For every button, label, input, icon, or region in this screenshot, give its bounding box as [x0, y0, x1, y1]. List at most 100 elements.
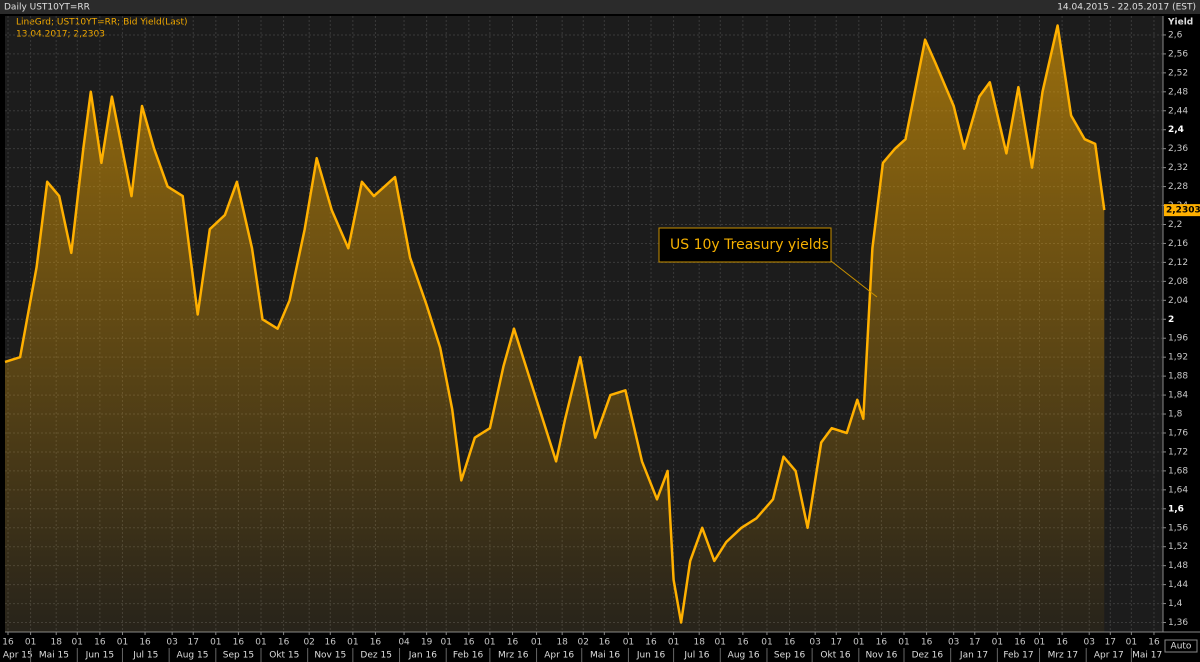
month-label: Apr 16 [544, 651, 574, 661]
y-tick-label: 1,4 [1168, 599, 1183, 609]
x-tick-label: 01 [992, 638, 1003, 648]
month-label: Jan 16 [408, 651, 437, 661]
y-tick-label: 1,88 [1168, 372, 1188, 382]
x-tick-label: 01 [347, 638, 358, 648]
x-tick-label: 01 [440, 638, 451, 648]
x-tick-label: 16 [370, 638, 382, 648]
x-tick-label: 18 [693, 638, 705, 648]
x-tick-label: 17 [831, 638, 842, 648]
x-tick-label: 16 [1014, 638, 1026, 648]
x-tick-label: 16 [1056, 638, 1068, 648]
annotation-box [658, 227, 832, 263]
auto-button-label[interactable]: Auto [1171, 642, 1192, 652]
month-label: Dez 16 [912, 651, 944, 661]
x-tick-label: 03 [166, 638, 177, 648]
month-label: Feb 16 [453, 651, 484, 661]
y-tick-label: 2,16 [1168, 239, 1188, 249]
month-label: Mrz 17 [1048, 651, 1079, 661]
month-label: Nov 16 [865, 651, 897, 661]
month-label: Jul 15 [132, 651, 158, 661]
annotation-leader [830, 260, 878, 298]
x-tick-label: 16 [278, 638, 290, 648]
y-tick-label: 1,8 [1168, 410, 1183, 420]
month-label: Okt 15 [269, 651, 299, 661]
month-label: Mai 17 [1132, 651, 1162, 661]
x-tick-label: 03 [948, 638, 959, 648]
y-tick-label: 1,92 [1168, 353, 1188, 363]
y-tick-label: 2,6 [1168, 30, 1183, 40]
month-label: Feb 17 [1003, 651, 1033, 661]
x-tick-label: 01 [853, 638, 864, 648]
y-tick-label: 1,48 [1168, 561, 1188, 571]
chart-title: Daily UST10YT=RR [4, 3, 90, 13]
x-tick-label: 18 [50, 638, 62, 648]
month-label: Aug 15 [177, 651, 209, 661]
y-tick-label: 2,08 [1168, 277, 1188, 287]
x-tick-label: 16 [233, 638, 245, 648]
line [4, 24, 1106, 624]
x-tick-label: 16 [737, 638, 749, 648]
header-bar [0, 0, 1200, 14]
x-tick-label: 17 [1105, 638, 1116, 648]
annotation: US 10y Treasury yields [670, 237, 829, 253]
x-tick-label: 03 [1083, 638, 1094, 648]
y-tick-label: 2,32 [1168, 163, 1188, 173]
y-tick-label: 1,84 [1168, 391, 1188, 401]
month-label: Mai 16 [590, 651, 620, 661]
auto-button[interactable] [1164, 639, 1198, 653]
month-label: Aug 16 [728, 651, 760, 661]
x-tick-label: 01 [72, 638, 83, 648]
month-label: Jul 16 [683, 651, 709, 661]
x-tick-label: 01 [715, 638, 726, 648]
last-value-label: 2,2303 [1166, 206, 1200, 216]
x-tick-label: 16 [599, 638, 611, 648]
y-tick-label: 2,36 [1168, 144, 1188, 154]
y-tick-label: 1,52 [1168, 542, 1188, 552]
x-tick-label: 01 [1034, 638, 1045, 648]
x-tick-label: 19 [421, 638, 433, 648]
x-tick-label: 16 [2, 638, 14, 648]
y-tick-label: 1,64 [1168, 485, 1188, 495]
y-tick-label: 1,44 [1168, 580, 1188, 590]
x-tick-label: 01 [117, 638, 128, 648]
date-range: 14.04.2015 - 22.05.2017 (EST) [1057, 3, 1196, 13]
y-tick-label: 2 [1168, 315, 1174, 325]
month-label: Nov 15 [314, 651, 346, 661]
x-tick-label: 01 [1126, 638, 1137, 648]
x-tick-label: 01 [255, 638, 266, 648]
x-tick-label: 16 [325, 638, 337, 648]
x-tick-label: 16 [921, 638, 933, 648]
y-tick-label: 1,36 [1168, 618, 1188, 628]
month-label: Sep 16 [774, 651, 806, 661]
last-value-tag [1164, 204, 1200, 217]
x-tick-label: 01 [531, 638, 542, 648]
x-tick-label: 16 [139, 638, 151, 648]
x-tick-label: 16 [1148, 638, 1160, 648]
month-label: Apr 17 [1094, 651, 1124, 661]
x-tick-label: 01 [210, 638, 221, 648]
y-tick-label: 1,56 [1168, 523, 1188, 533]
y-tick-label: 2,56 [1168, 49, 1188, 59]
y-tick-label: 2,2 [1168, 220, 1182, 230]
x-tick-label: 16 [645, 638, 657, 648]
x-tick-label: 01 [484, 638, 495, 648]
legend-line: 13.04.2017; 2,2303 [16, 30, 105, 40]
y-tick-label: 2,4 [1168, 125, 1184, 135]
legend-line: LineGrd; UST10YT=RR; Bid Yield(Last) [16, 18, 188, 28]
x-tick-label: 01 [761, 638, 772, 648]
x-tick-label: 01 [668, 638, 679, 648]
y-tick-label: 1,96 [1168, 334, 1188, 344]
x-tick-label: 16 [507, 638, 519, 648]
y-tick-label: 1,68 [1168, 466, 1188, 476]
x-tick-label: 01 [623, 638, 634, 648]
y-tick-label: 1,76 [1168, 428, 1188, 438]
y-tick-label: 1,72 [1168, 447, 1188, 457]
x-tick-label: 04 [398, 638, 410, 648]
x-tick-label: 02 [303, 638, 314, 648]
x-tick-label: 16 [876, 638, 888, 648]
y-tick-label: 2,48 [1168, 87, 1188, 97]
x-tick-label: 03 [809, 638, 820, 648]
month-label: Mrz 16 [498, 651, 529, 661]
